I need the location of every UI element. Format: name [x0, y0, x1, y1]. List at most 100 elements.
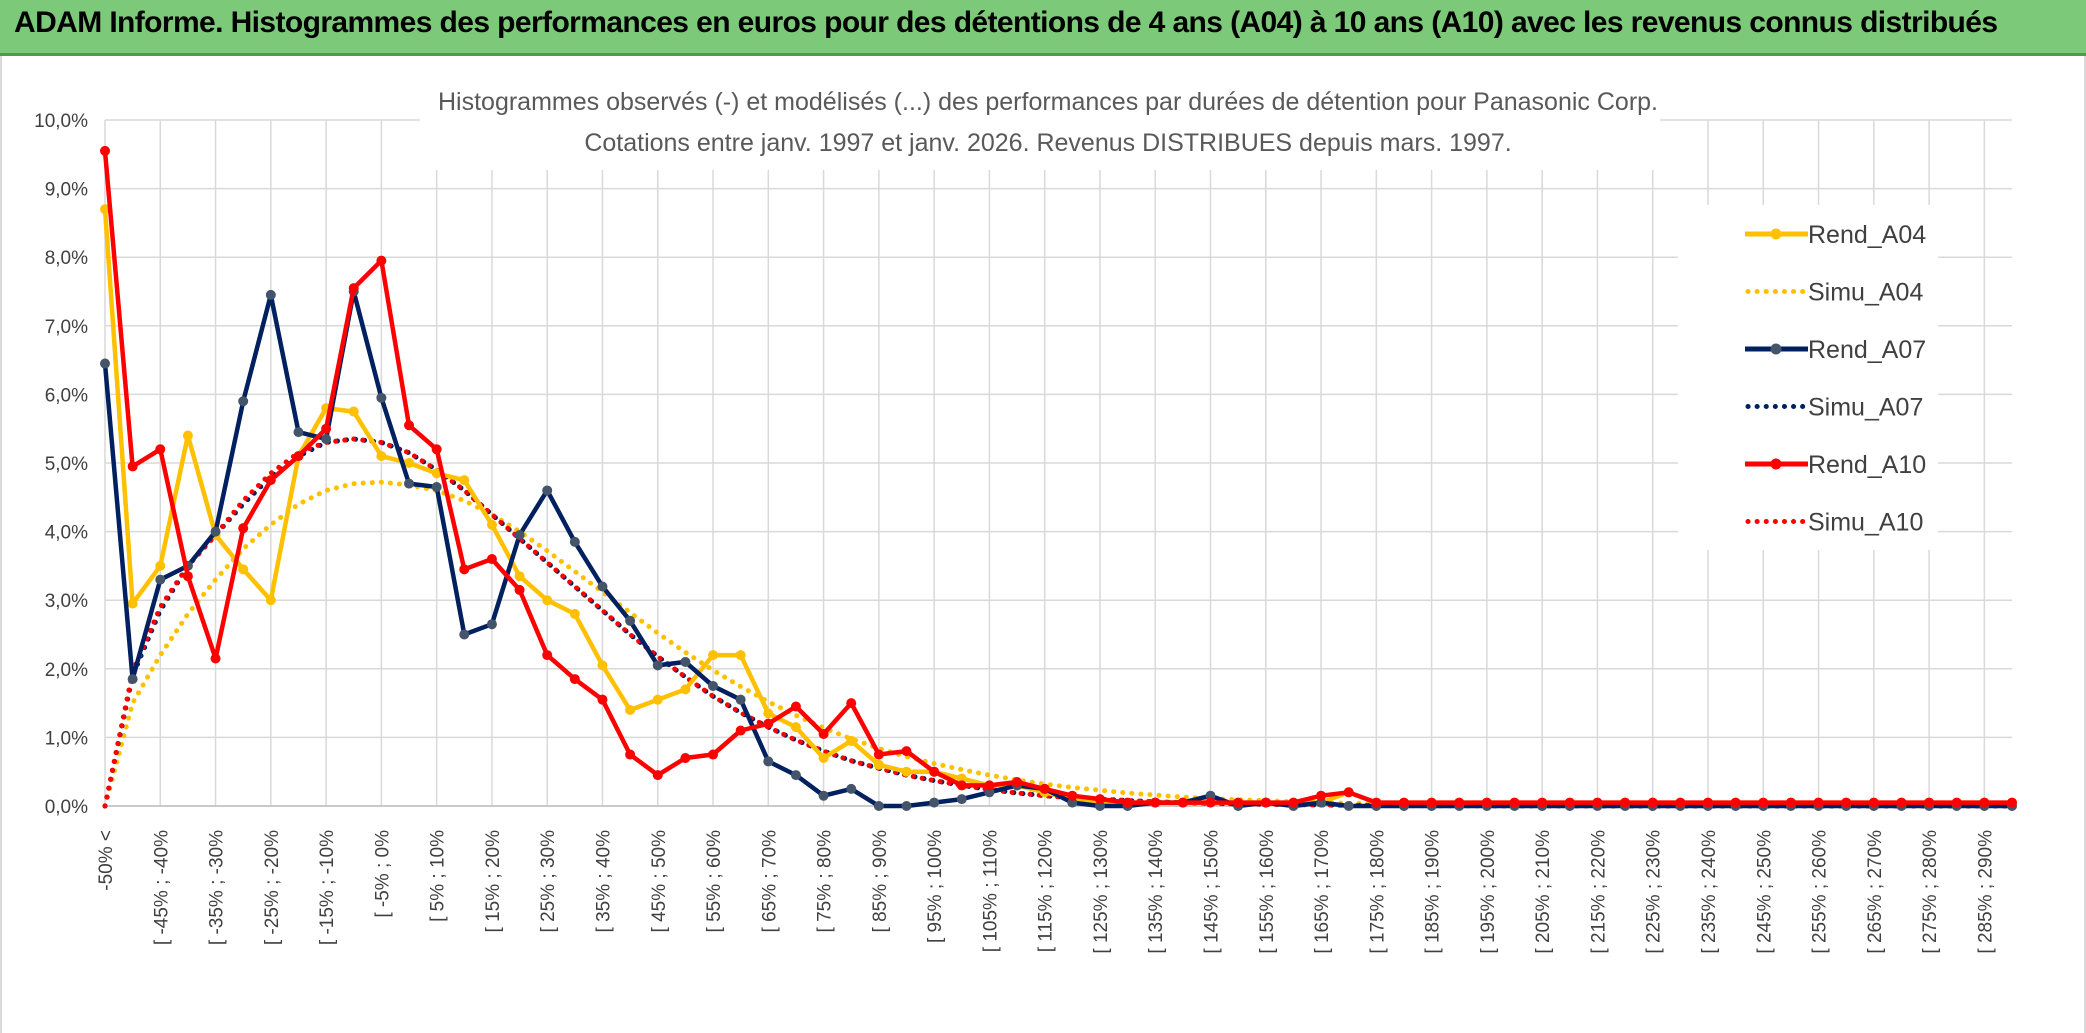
data-point — [459, 629, 470, 640]
data-point — [818, 728, 829, 739]
x-tick-label: [ 135% ; 140% — [1146, 830, 1167, 954]
data-point — [901, 746, 912, 757]
series-group — [100, 145, 2017, 811]
data-point — [238, 523, 249, 534]
data-point — [708, 749, 719, 760]
data-point — [348, 406, 359, 417]
data-point — [431, 444, 442, 455]
data-point — [708, 680, 719, 691]
data-point — [818, 752, 829, 763]
data-point — [293, 427, 304, 438]
data-point — [1702, 797, 1713, 808]
legend-label: Simu_A10 — [1808, 509, 1923, 537]
x-tick-label: [ 115% ; 120% — [1036, 830, 1057, 952]
data-point — [1592, 797, 1603, 808]
data-point — [1177, 797, 1188, 808]
x-tick-label: [ 235% ; 240% — [1699, 830, 1720, 954]
chart-title: Histogrammes observés (-) et modélisés (… — [438, 88, 1658, 116]
data-point — [929, 766, 940, 777]
data-point — [763, 718, 774, 729]
data-point — [1924, 797, 1935, 808]
data-point — [1398, 797, 1409, 808]
header-title: ADAM Informe. Histogrammes des performan… — [14, 6, 1998, 39]
data-point — [984, 780, 995, 791]
data-point — [680, 656, 691, 667]
x-tick-label: [ 75% ; 80% — [815, 830, 836, 933]
legend-item: Rend_A07 — [1745, 336, 1926, 364]
data-point — [818, 790, 829, 801]
data-point — [569, 536, 580, 547]
series-Rend_A10 — [100, 145, 2017, 808]
data-point — [182, 430, 193, 441]
data-point — [1233, 797, 1244, 808]
data-point — [293, 451, 304, 462]
legend: Rend_A04 Simu_A04 Rend_A07 Simu_A07 Rend_A10… — [1678, 205, 1938, 550]
data-point — [514, 571, 525, 582]
x-tick-label: [ -5% ; 0% — [372, 830, 393, 918]
data-point — [1205, 797, 1216, 808]
data-point — [1039, 783, 1050, 794]
data-point — [569, 608, 580, 619]
data-point — [597, 660, 608, 671]
data-point — [763, 708, 774, 719]
x-tick-label: [ -15% ; -10% — [317, 830, 338, 945]
data-point — [238, 564, 249, 575]
y-tick-label: 1,0% — [45, 728, 88, 749]
data-point — [846, 735, 857, 746]
x-tick-label: [ 85% ; 90% — [870, 830, 891, 933]
chart-subtitle: Cotations entre janv. 1997 et janv. 2026… — [584, 129, 1511, 157]
data-point — [846, 783, 857, 794]
data-point — [763, 756, 774, 767]
data-point — [127, 461, 138, 472]
data-point — [1371, 797, 1382, 808]
data-point — [1150, 797, 1161, 808]
data-point — [1067, 790, 1078, 801]
x-tick-label: [ 5% ; 10% — [428, 830, 449, 922]
data-point — [597, 694, 608, 705]
y-tick-label: 10,0% — [34, 111, 88, 132]
data-point — [542, 650, 553, 661]
series-Rend_A07 — [100, 286, 2017, 811]
data-point — [1896, 797, 1907, 808]
legend-marker — [1770, 458, 1782, 470]
x-tick-label: [ 175% ; 180% — [1367, 830, 1388, 954]
legend-marker — [1770, 343, 1782, 355]
data-point — [1481, 797, 1492, 808]
data-point — [1841, 797, 1852, 808]
data-point — [1620, 797, 1631, 808]
data-point — [1564, 797, 1575, 808]
x-tick-label: [ 105% ; 110% — [980, 830, 1001, 952]
legend-item: Rend_A10 — [1745, 451, 1926, 479]
data-point — [873, 749, 884, 760]
data-point — [265, 289, 276, 300]
data-point — [486, 619, 497, 630]
data-point — [100, 358, 110, 369]
data-point — [984, 787, 995, 798]
y-tick-label: 7,0% — [45, 317, 88, 338]
data-point — [265, 595, 276, 606]
legend-label: Rend_A07 — [1808, 336, 1926, 364]
y-tick-label: 0,0% — [45, 797, 88, 818]
x-tick-label: [ 65% ; 70% — [759, 830, 780, 933]
x-tick-label: [ 225% ; 230% — [1644, 830, 1665, 954]
y-axis: 0,0% 1,0% 2,0% 3,0% 4,0% 5,0% 6,0% 7,0% 8,0% 9,0%… — [34, 111, 88, 818]
data-point — [1675, 797, 1686, 808]
data-point — [182, 571, 193, 582]
data-point — [1868, 797, 1879, 808]
legend-item: Simu_A04 — [1745, 279, 1923, 307]
data-point — [459, 475, 470, 486]
data-point — [1094, 801, 1105, 811]
x-tick-label: [ -25% ; -20% — [262, 830, 283, 945]
data-point — [846, 698, 857, 709]
data-point — [486, 519, 497, 530]
data-point — [1316, 797, 1327, 808]
data-point — [652, 770, 663, 781]
data-point — [127, 598, 138, 609]
data-point — [404, 420, 415, 431]
legend-label: Rend_A04 — [1808, 221, 1926, 249]
data-point — [2007, 797, 2017, 808]
data-point — [1067, 797, 1078, 808]
data-point — [1288, 797, 1299, 808]
data-point — [625, 749, 636, 760]
